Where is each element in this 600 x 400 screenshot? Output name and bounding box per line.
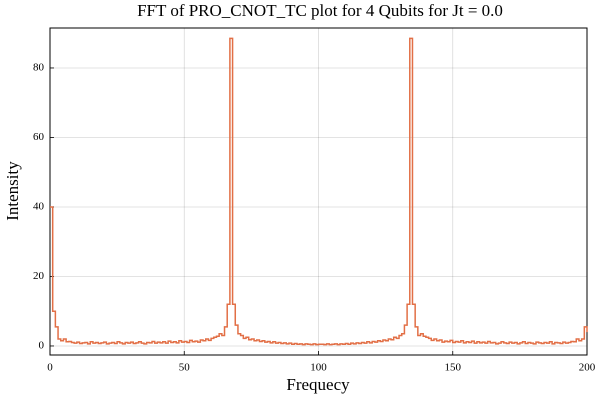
plot-frame xyxy=(49,27,588,356)
y-tick-label: 0 xyxy=(39,339,45,351)
y-axis-label: Intensity xyxy=(3,161,22,221)
data-line xyxy=(50,37,588,346)
x-axis-label: Frequecy xyxy=(286,375,350,394)
y-tick-label: 60 xyxy=(33,131,45,143)
x-tick-label: 50 xyxy=(179,362,191,374)
x-tick-label: 150 xyxy=(445,362,462,374)
x-tick-label: 0 xyxy=(47,362,53,374)
y-tick-label: 80 xyxy=(33,61,45,73)
y-tick-label: 20 xyxy=(33,270,45,282)
x-tick-label: 100 xyxy=(310,362,327,374)
x-tick-label: 200 xyxy=(579,362,596,374)
y-tick-label: 40 xyxy=(33,200,45,212)
chart-title: FFT of PRO_CNOT_TC plot for 4 Qubits for… xyxy=(137,1,503,20)
